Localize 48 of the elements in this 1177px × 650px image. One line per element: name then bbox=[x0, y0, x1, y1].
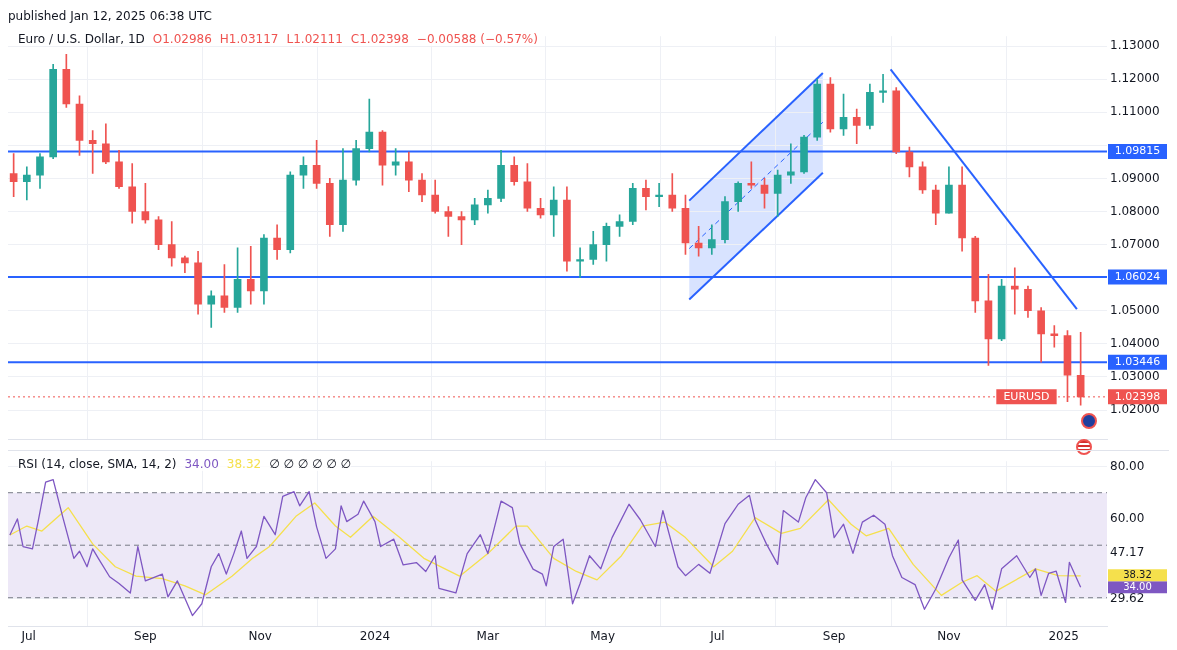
candlestick bbox=[88, 130, 97, 174]
y-tick-label: 1.05000 bbox=[1110, 302, 1160, 317]
annotation: H1.03117 bbox=[219, 32, 279, 46]
candlestick bbox=[246, 245, 255, 305]
candlestick bbox=[879, 73, 887, 103]
ref-line-label: 1.02398 bbox=[1114, 389, 1161, 403]
chart-title: RSI (14, close, SMA, 14, 2) bbox=[18, 457, 177, 471]
ref-line-label: 1.06024 bbox=[1114, 269, 1161, 283]
ref-line-label: 1.09815 bbox=[1114, 144, 1161, 158]
y-tick-label: 1.11000 bbox=[1110, 104, 1160, 119]
x-tick-label: 2024 bbox=[359, 628, 391, 643]
candlestick bbox=[207, 290, 216, 328]
x-tick-label: Nov bbox=[937, 628, 961, 643]
y-tick-label: 47.17 bbox=[1110, 544, 1145, 559]
x-tick-label: Jul bbox=[20, 628, 36, 643]
y-tick-label: 1.13000 bbox=[1110, 38, 1160, 53]
ref-line-label: 1.03446 bbox=[1114, 355, 1161, 369]
annotation: EURUSD bbox=[1003, 389, 1050, 403]
y-tick-label: 80.00 bbox=[1110, 458, 1145, 473]
y-tick-label: 60.00 bbox=[1110, 511, 1145, 526]
y-tick-label: 1.07000 bbox=[1110, 236, 1160, 251]
x-tick-label: Nov bbox=[248, 628, 272, 643]
annotation: L1.02111 bbox=[286, 32, 343, 46]
y-tick-label: 1.03000 bbox=[1110, 369, 1160, 384]
y-tick-label: 1.04000 bbox=[1110, 335, 1160, 350]
text: 34.00 bbox=[1123, 580, 1152, 592]
chart-subtitle: published Jan 12, 2025 06:38 UTC bbox=[8, 9, 212, 23]
annotation: ∅ ∅ ∅ ∅ ∅ ∅ bbox=[269, 457, 351, 471]
candlestick bbox=[1010, 267, 1019, 315]
y-tick-label: 1.08000 bbox=[1110, 203, 1160, 218]
candlestick bbox=[22, 166, 31, 201]
y-tick-label: 1.09000 bbox=[1110, 170, 1160, 185]
x-tick-label: Sep bbox=[134, 628, 157, 643]
x-tick-label: May bbox=[590, 628, 616, 643]
annotation: 38.32 bbox=[226, 457, 262, 471]
x-tick-label: Jul bbox=[709, 628, 725, 643]
chart-title: Euro / U.S. Dollar, 1D bbox=[18, 32, 145, 46]
x-tick-label: 2025 bbox=[1048, 628, 1079, 643]
annotation: O1.02986 bbox=[152, 32, 212, 46]
annotation: −0.00588 (−0.57%) bbox=[416, 32, 538, 46]
x-tick-label: Mar bbox=[476, 628, 500, 643]
annotation: C1.02398 bbox=[350, 32, 409, 46]
x-tick-label: Sep bbox=[822, 628, 846, 643]
text: 38.32 bbox=[1123, 568, 1152, 580]
y-tick-label: 29.62 bbox=[1110, 590, 1145, 605]
y-tick-label: 1.02000 bbox=[1110, 402, 1160, 417]
y-tick-label: 1.12000 bbox=[1110, 71, 1160, 86]
annotation: 34.00 bbox=[184, 457, 219, 471]
